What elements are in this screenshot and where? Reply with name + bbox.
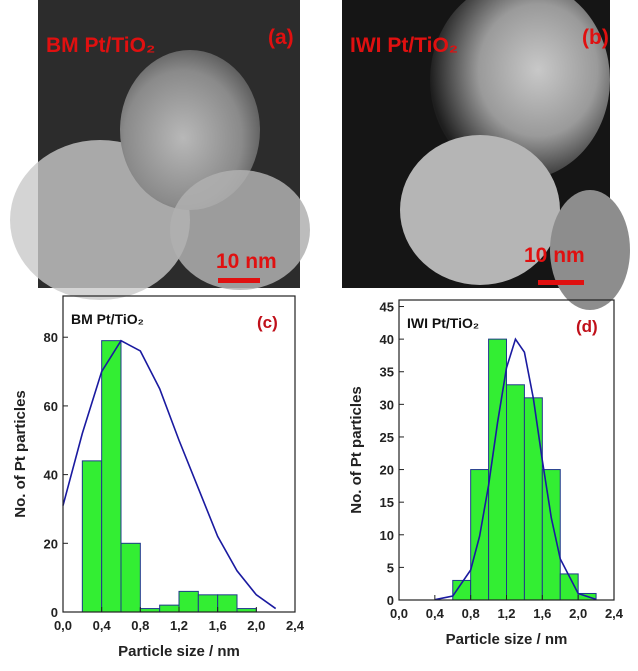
bar (541, 469, 561, 601)
bar (178, 590, 199, 613)
panel-label: (c) (257, 313, 278, 332)
y-tick-label: 15 (380, 495, 394, 510)
y-tick-label: 20 (44, 536, 58, 551)
scale-bar-label: 10 nm (524, 244, 585, 267)
bar (81, 460, 103, 613)
y-tick-label: 5 (387, 560, 394, 575)
y-axis-title: No. of Pt particles (12, 390, 29, 518)
bar (506, 384, 525, 601)
y-tick-label: 0 (387, 593, 394, 608)
x-tick-label: 2,4 (286, 618, 305, 633)
bar (120, 542, 141, 613)
bar (523, 397, 543, 601)
y-tick-label: 45 (380, 300, 394, 315)
x-tick-label: 2,0 (569, 606, 587, 621)
x-tick-label: 1,2 (170, 618, 188, 633)
bar (217, 594, 238, 613)
y-tick-label: 0 (51, 605, 58, 620)
scale-bar (218, 278, 260, 283)
sample-title: BM Pt/TiO₂ (71, 311, 144, 327)
y-tick-label: 35 (380, 365, 394, 380)
bar (101, 340, 122, 613)
image-sample: IWI Pt/TiO₂ (350, 34, 458, 57)
x-tick-label: 1,6 (533, 606, 551, 621)
image-panel-label: (b) (582, 26, 609, 49)
x-tick-label: 0,4 (93, 618, 112, 633)
y-tick-label: 80 (44, 330, 58, 345)
y-tick-label: 60 (44, 399, 58, 414)
x-axis-title: Particle size / nm (446, 631, 568, 648)
micrograph-a: BM Pt/TiO₂ (a) 10 nm (10, 0, 310, 300)
x-axis-title: Particle size / nm (118, 643, 240, 660)
micrograph-b: IWI Pt/TiO₂ (b) 10 nm (342, 0, 630, 310)
y-tick-label: 40 (380, 332, 394, 347)
x-tick-label: 0,0 (54, 618, 72, 633)
x-tick-label: 1,2 (497, 606, 515, 621)
x-tick-label: 2,0 (247, 618, 265, 633)
x-tick-label: 0,8 (462, 606, 480, 621)
x-tick-label: 1,6 (209, 618, 227, 633)
x-tick-label: 0,8 (131, 618, 149, 633)
scale-bar-label: 10 nm (216, 250, 277, 273)
y-tick-label: 30 (380, 397, 394, 412)
sample-title: IWI Pt/TiO₂ (407, 315, 479, 331)
scale-bar (538, 280, 584, 285)
fit-curve (62, 339, 277, 610)
y-axis-title: No. of Pt particles (348, 386, 365, 514)
image-sample: BM Pt/TiO₂ (46, 34, 155, 57)
y-tick-label: 25 (380, 430, 394, 445)
x-tick-label: 0,4 (426, 606, 445, 621)
x-tick-label: 2,4 (605, 606, 624, 621)
x-tick-label: 0,0 (390, 606, 408, 621)
bar (159, 604, 180, 613)
fit-curve (434, 337, 597, 601)
y-tick-label: 10 (380, 528, 394, 543)
image-panel-label: (a) (268, 26, 294, 49)
y-tick-label: 20 (380, 463, 394, 478)
bar (197, 594, 219, 613)
y-tick-label: 40 (44, 468, 58, 483)
panel-label: (d) (576, 317, 598, 336)
